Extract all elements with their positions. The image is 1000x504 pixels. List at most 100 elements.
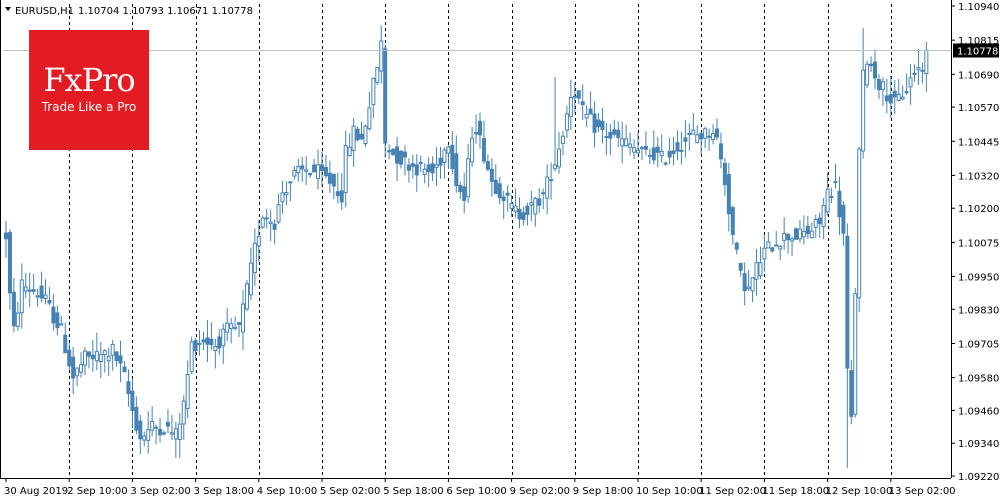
- candle-body-up: [833, 181, 838, 184]
- candle: [162, 430, 166, 436]
- candle-body-down: [35, 295, 40, 298]
- candle-body-down: [671, 150, 676, 155]
- candle-body-up: [778, 245, 783, 250]
- candle: [892, 79, 897, 115]
- candles: [4, 25, 929, 468]
- candle: [478, 112, 482, 149]
- candle-body-up: [241, 303, 245, 333]
- candle-body-up: [466, 158, 471, 198]
- candle: [695, 125, 700, 144]
- candle-body-up: [758, 262, 763, 277]
- candle: [71, 346, 76, 395]
- candle-body-up: [347, 146, 352, 157]
- candle: [233, 316, 238, 331]
- candle: [671, 136, 676, 165]
- candle: [59, 315, 64, 326]
- candle: [138, 415, 143, 455]
- candle: [359, 121, 364, 141]
- candle-body-up: [545, 176, 550, 199]
- candle-body-down: [138, 420, 143, 440]
- candle: [592, 101, 597, 148]
- candle-body-up: [880, 81, 885, 90]
- candle: [821, 198, 826, 240]
- candle-body-up: [560, 135, 565, 144]
- candle: [873, 49, 877, 90]
- candle-body-down: [501, 196, 506, 202]
- candle-body-up: [252, 242, 257, 274]
- x-tick-label: 12 Sep 10:00: [826, 486, 893, 497]
- candle-body-up: [169, 432, 174, 435]
- x-tick-label: 13 Sep 02:00: [889, 486, 956, 497]
- candle: [837, 176, 842, 236]
- candle: [667, 137, 672, 164]
- candle-body-up: [557, 148, 561, 168]
- candle-body-down: [410, 163, 415, 167]
- candle: [521, 206, 526, 226]
- candle: [19, 263, 24, 329]
- candle-body-down: [497, 183, 502, 199]
- candle-body-up: [292, 170, 297, 177]
- candle-body-up: [746, 286, 751, 290]
- candle-body-down: [675, 142, 680, 152]
- candle: [355, 126, 360, 142]
- candle-body-up: [533, 198, 538, 215]
- candle-body-up: [185, 373, 190, 409]
- candle-body-up: [809, 230, 814, 239]
- candle-body-down: [517, 208, 522, 220]
- candle-body-up: [813, 218, 818, 228]
- candle-body-up: [363, 125, 368, 145]
- x-tick-label: 6 Sep 10:00: [446, 486, 506, 497]
- candle: [900, 85, 905, 101]
- candle-body-up: [896, 93, 901, 101]
- fxpro-logo: FxPro Trade Like a Pro: [29, 30, 149, 150]
- candle: [612, 119, 617, 138]
- candle-body-up: [75, 367, 80, 377]
- candle: [896, 79, 901, 102]
- candle-body-up: [564, 113, 569, 131]
- candle: [280, 180, 285, 214]
- candle: [339, 173, 344, 211]
- candle-body-up: [343, 145, 348, 193]
- candle: [628, 132, 633, 156]
- candle-body-down: [201, 339, 206, 343]
- candle: [691, 113, 696, 135]
- candle-body-down: [521, 212, 526, 221]
- candle-body-up: [916, 66, 921, 71]
- candle: [229, 317, 234, 344]
- candle: [446, 144, 451, 170]
- candle-body-down: [426, 164, 431, 173]
- candle-body-down: [592, 113, 597, 133]
- candle: [620, 121, 625, 164]
- candle-body-down: [474, 132, 479, 135]
- candle-body-up: [620, 138, 625, 147]
- ohlc-values: 1.10704 1.10793 1.10671 1.10778: [78, 6, 253, 17]
- candle: [252, 228, 257, 286]
- candle: [142, 431, 147, 447]
- candle: [237, 322, 242, 337]
- candle-body-down: [51, 306, 56, 324]
- candle: [655, 136, 660, 168]
- candle-body-up: [248, 262, 253, 296]
- candle-body-down: [118, 355, 123, 364]
- candle-body-down: [707, 135, 712, 138]
- candle: [406, 158, 411, 183]
- candle: [813, 214, 818, 239]
- candle: [501, 190, 506, 220]
- candle-body-up: [260, 217, 265, 228]
- candle: [801, 215, 806, 245]
- candle-body-down: [699, 133, 704, 140]
- candle: [244, 279, 249, 312]
- candle: [790, 236, 795, 257]
- candle: [320, 151, 324, 187]
- candle-body-up: [442, 149, 447, 163]
- candle-body-up: [829, 196, 834, 199]
- candle-body-up: [146, 429, 151, 441]
- candle: [158, 417, 163, 443]
- candle: [884, 78, 889, 114]
- candle-body-up: [584, 113, 589, 119]
- y-tick-label: 1.10075: [958, 238, 999, 249]
- candle-body-up: [711, 132, 716, 140]
- candle-body-down: [355, 128, 360, 141]
- candle: [865, 60, 870, 89]
- candle-body-down: [450, 144, 455, 169]
